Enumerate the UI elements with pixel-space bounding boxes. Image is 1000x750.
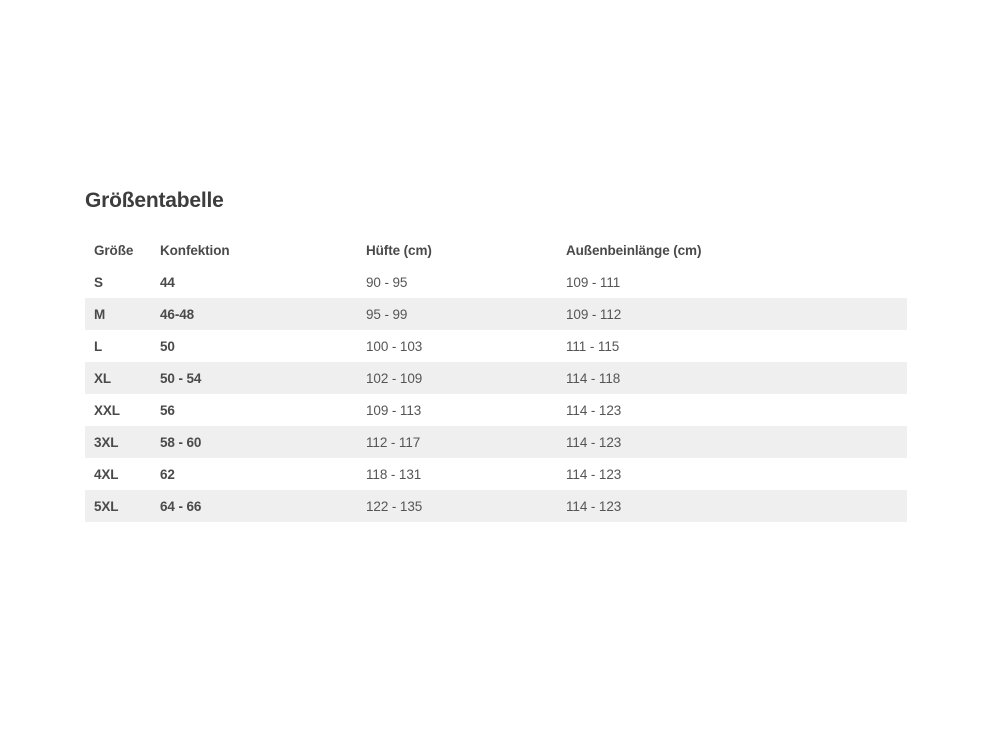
cell-konfektion: 50 - 54 [160, 370, 202, 386]
cell-aussenbeinlaenge: 109 - 112 [566, 306, 622, 322]
table-row: S 44 90 - 95 109 - 111 [85, 266, 907, 298]
cell-konfektion: 64 - 66 [160, 498, 202, 514]
cell-konfektion: 44 [160, 274, 175, 290]
cell-konfektion: 46-48 [160, 306, 195, 322]
cell-konfektion: 58 - 60 [160, 434, 202, 450]
cell-huefte: 100 - 103 [366, 338, 423, 354]
cell-aussenbeinlaenge: 114 - 118 [566, 370, 621, 386]
cell-konfektion: 50 [160, 338, 175, 354]
column-header-groesse: Größe [94, 242, 134, 258]
cell-groesse: 3XL [94, 434, 119, 450]
size-table: Größe Konfektion Hüfte (cm) Außenbeinlän… [85, 234, 907, 522]
cell-huefte: 118 - 131 [366, 466, 422, 482]
column-header-huefte: Hüfte (cm) [366, 242, 432, 258]
cell-groesse: M [94, 306, 106, 322]
cell-aussenbeinlaenge: 111 - 115 [566, 338, 620, 354]
cell-groesse: XXL [94, 402, 120, 418]
cell-huefte: 102 - 109 [366, 370, 423, 386]
size-table-head: Größe Konfektion Hüfte (cm) Außenbeinlän… [85, 234, 907, 266]
table-row: 4XL 62 118 - 131 114 - 123 [85, 458, 907, 490]
cell-huefte: 90 - 95 [366, 274, 408, 290]
table-row: XXL 56 109 - 113 114 - 123 [85, 394, 907, 426]
cell-huefte: 122 - 135 [366, 498, 423, 514]
cell-huefte: 95 - 99 [366, 306, 408, 322]
cell-konfektion: 56 [160, 402, 175, 418]
cell-groesse: 4XL [94, 466, 119, 482]
table-row: 5XL 64 - 66 122 - 135 114 - 123 [85, 490, 907, 522]
table-row: L 50 100 - 103 111 - 115 [85, 330, 907, 362]
column-header-konfektion: Konfektion [160, 242, 230, 258]
cell-aussenbeinlaenge: 114 - 123 [566, 402, 622, 418]
cell-groesse: 5XL [94, 498, 119, 514]
table-row: 3XL 58 - 60 112 - 117 114 - 123 [85, 426, 907, 458]
size-chart-section: Größentabelle Größe Konfektion Hüfte (cm… [85, 189, 907, 522]
cell-aussenbeinlaenge: 109 - 111 [566, 274, 621, 290]
section-title: Größentabelle [85, 189, 224, 212]
cell-huefte: 112 - 117 [366, 434, 421, 450]
cell-aussenbeinlaenge: 114 - 123 [566, 434, 622, 450]
cell-aussenbeinlaenge: 114 - 123 [566, 498, 622, 514]
table-row: XL 50 - 54 102 - 109 114 - 118 [85, 362, 907, 394]
column-header-aussenbeinlaenge: Außenbeinlänge (cm) [566, 242, 702, 258]
cell-konfektion: 62 [160, 466, 175, 482]
cell-groesse: L [94, 338, 103, 354]
size-table-body: S 44 90 - 95 109 - 111 M 46-48 95 - 99 1… [85, 266, 907, 522]
cell-groesse: S [94, 274, 103, 290]
cell-huefte: 109 - 113 [366, 402, 422, 418]
cell-groesse: XL [94, 370, 112, 386]
table-row: M 46-48 95 - 99 109 - 112 [85, 298, 907, 330]
cell-aussenbeinlaenge: 114 - 123 [566, 466, 622, 482]
table-header-row: Größe Konfektion Hüfte (cm) Außenbeinlän… [85, 234, 907, 266]
